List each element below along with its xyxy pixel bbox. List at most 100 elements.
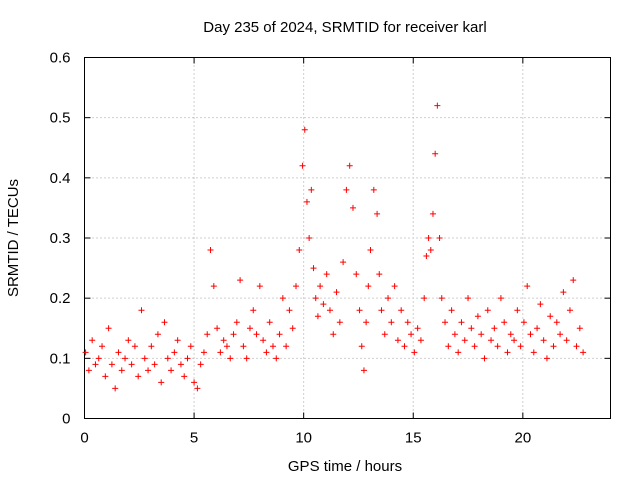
data-point	[279, 295, 286, 302]
data-point	[376, 271, 383, 278]
data-point	[233, 319, 240, 326]
data-point	[530, 349, 537, 356]
x-tick-label: 10	[295, 430, 312, 447]
data-point	[217, 349, 224, 356]
data-point	[527, 331, 534, 338]
data-point	[494, 343, 501, 350]
data-point	[191, 379, 198, 386]
data-point	[421, 295, 428, 302]
data-point	[250, 307, 257, 314]
data-point	[367, 247, 374, 254]
data-point	[154, 331, 161, 338]
x-tick-label: 15	[405, 430, 422, 447]
data-point	[177, 361, 184, 368]
data-point	[576, 325, 583, 332]
data-point	[135, 373, 142, 380]
data-points	[82, 102, 587, 392]
data-point	[323, 271, 330, 278]
data-point	[230, 331, 237, 338]
data-point	[164, 355, 171, 362]
y-tick-label: 0.3	[50, 230, 71, 247]
data-point	[204, 331, 211, 338]
data-point	[356, 307, 363, 314]
data-point	[550, 343, 557, 350]
data-point	[194, 385, 201, 392]
data-point	[292, 283, 299, 290]
data-point	[273, 355, 280, 362]
data-point	[115, 349, 122, 356]
data-point	[573, 343, 580, 350]
y-axis-label: SRMTID / TECUs	[5, 179, 22, 297]
data-point	[312, 295, 319, 302]
data-point	[425, 235, 432, 241]
data-point	[269, 343, 276, 350]
data-point	[286, 307, 293, 314]
data-point	[557, 331, 564, 338]
data-point	[303, 198, 310, 205]
data-point	[563, 337, 570, 344]
data-point	[468, 325, 475, 332]
data-point	[524, 283, 531, 290]
data-point	[214, 325, 221, 332]
data-point	[432, 150, 439, 157]
data-point	[141, 355, 148, 362]
data-point	[553, 319, 560, 326]
data-point	[181, 373, 188, 380]
data-point	[333, 289, 340, 296]
data-point	[408, 331, 415, 338]
data-point	[340, 259, 347, 266]
x-tick-label: 5	[190, 430, 198, 447]
data-point	[360, 367, 367, 374]
data-point	[388, 319, 395, 326]
data-point	[434, 102, 441, 109]
data-point	[301, 126, 308, 133]
y-tick-label: 0	[62, 411, 70, 428]
data-point	[105, 325, 112, 332]
data-point	[534, 325, 541, 332]
data-point	[438, 295, 445, 302]
data-point	[306, 235, 313, 241]
data-point	[436, 235, 443, 241]
data-point	[223, 343, 230, 350]
data-point	[417, 337, 424, 344]
data-point	[358, 343, 365, 350]
data-point	[458, 319, 465, 326]
y-tick-label: 0.4	[50, 170, 71, 187]
data-point	[276, 331, 283, 338]
data-point	[122, 355, 129, 362]
y-tick-label: 0.2	[50, 290, 71, 307]
data-point	[411, 349, 418, 356]
data-point	[398, 307, 405, 314]
x-axis-label: GPS time / hours	[288, 458, 402, 475]
data-point	[85, 367, 92, 374]
data-point	[455, 349, 462, 356]
data-point	[253, 331, 260, 338]
data-point	[283, 343, 290, 350]
y-tick-label: 0.6	[50, 50, 71, 67]
data-point	[484, 307, 491, 314]
data-point	[471, 343, 478, 350]
data-point	[151, 361, 158, 368]
data-point	[210, 283, 217, 290]
data-point	[491, 325, 498, 332]
data-point	[174, 337, 181, 344]
data-point	[171, 349, 178, 356]
data-point	[511, 337, 518, 344]
data-point	[547, 313, 554, 320]
data-point	[365, 283, 372, 290]
data-point	[128, 361, 135, 368]
data-point	[537, 301, 544, 308]
data-point	[108, 361, 115, 368]
data-point	[243, 355, 250, 362]
data-point	[448, 307, 455, 314]
data-point	[289, 325, 296, 332]
data-point	[131, 343, 138, 350]
data-point	[220, 337, 227, 344]
data-point	[102, 373, 109, 380]
data-point	[580, 349, 587, 356]
data-point	[520, 319, 527, 326]
data-point	[317, 283, 324, 290]
data-point	[570, 277, 577, 284]
y-tick-label: 0.1	[50, 350, 71, 367]
data-point	[260, 337, 267, 344]
